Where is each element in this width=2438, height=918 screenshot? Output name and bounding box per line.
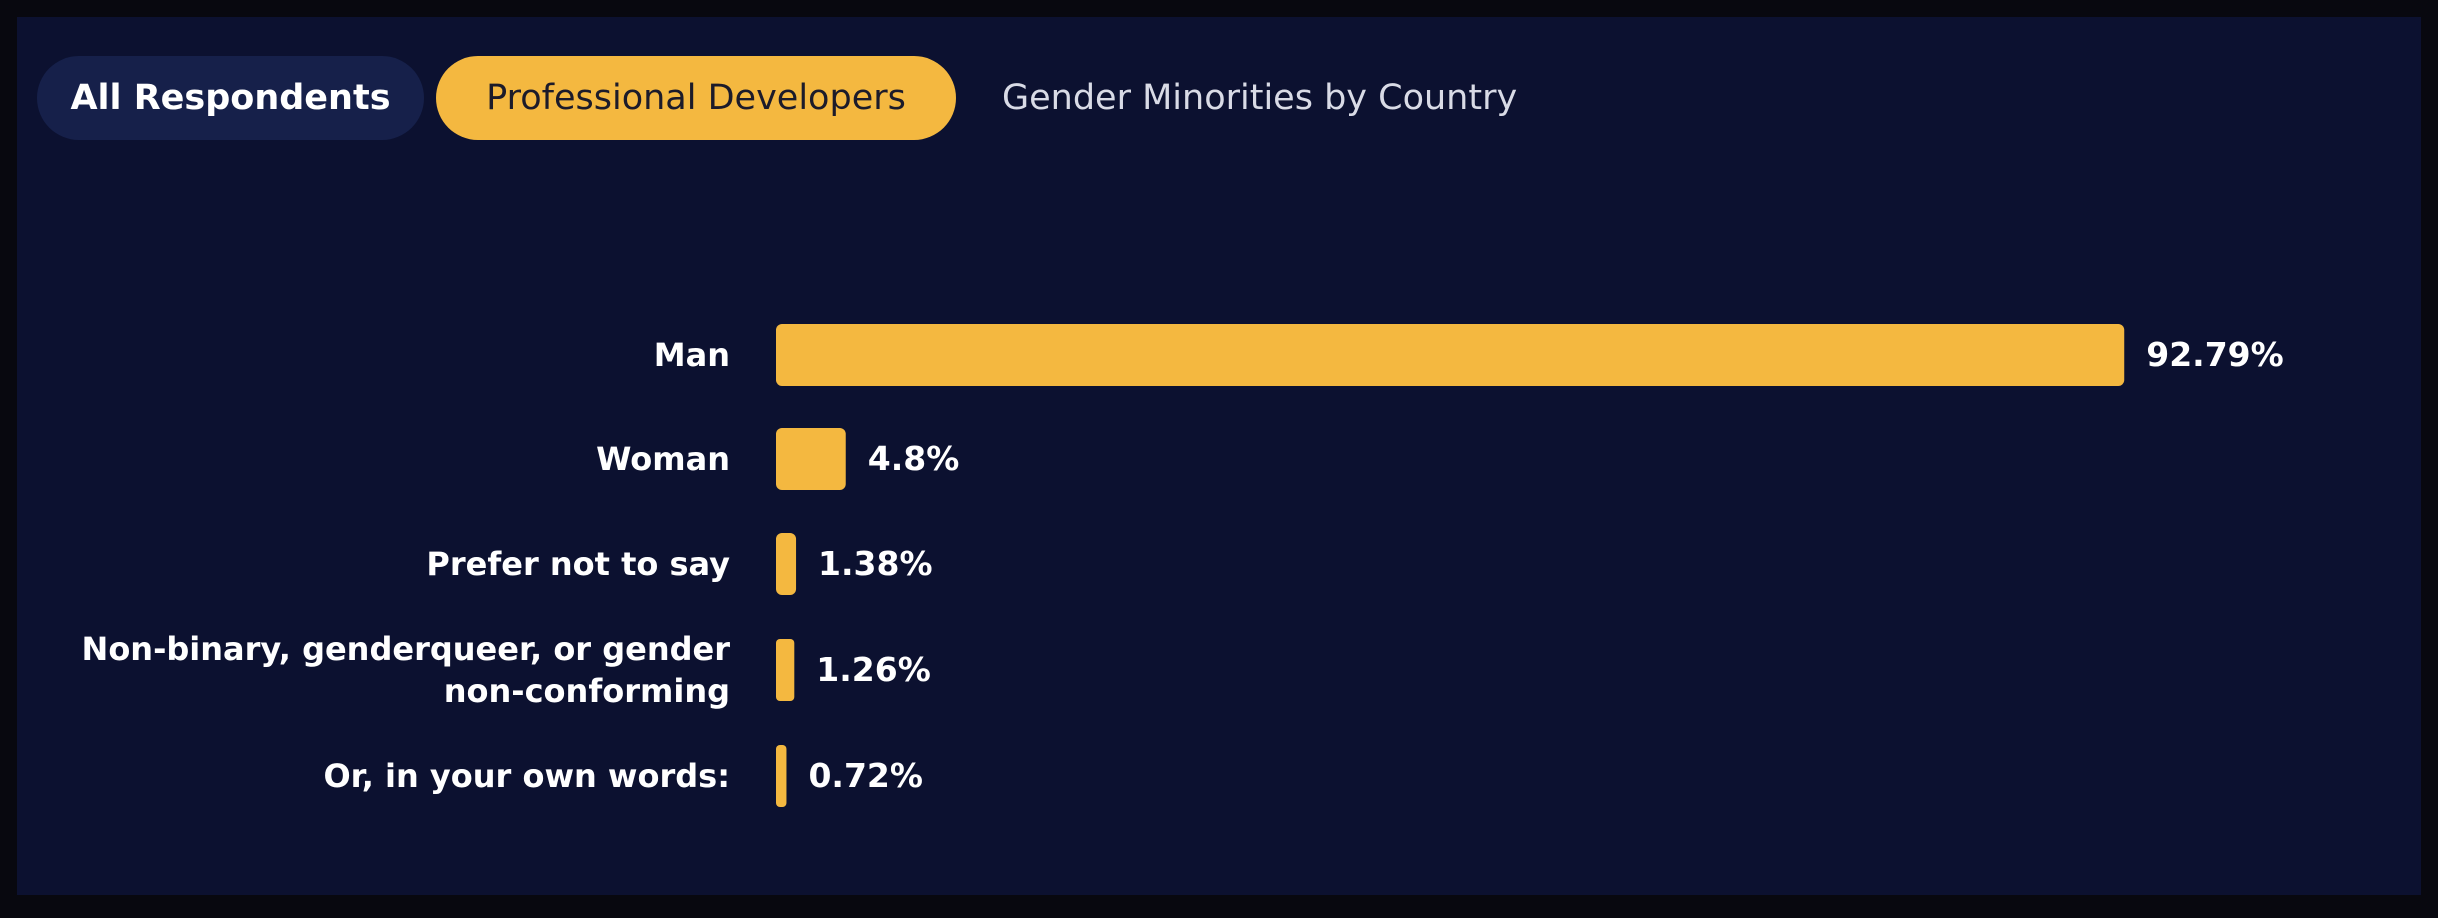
category-label-line: Woman <box>596 440 730 478</box>
category-label: Prefer not to say <box>30 543 730 585</box>
category-label: Or, in your own words: <box>30 755 730 797</box>
tab-all-respondents[interactable]: All Respondents <box>37 56 424 140</box>
value-label: 1.26% <box>816 650 931 689</box>
value-label: 1.38% <box>818 544 933 583</box>
category-label-line: non-conforming <box>443 672 730 710</box>
bar-0 <box>776 324 2125 386</box>
category-label-line: Man <box>653 336 730 374</box>
value-label: 0.72% <box>808 756 923 795</box>
category-label-line: Non-binary, genderqueer, or gender <box>81 630 730 668</box>
category-label: Non-binary, genderqueer, or gender non-co… <box>30 628 730 712</box>
tab-gender-minorities-by-country[interactable]: Gender Minorities by Country <box>1002 78 1518 118</box>
bar-3 <box>776 639 795 701</box>
tab-professional-developers[interactable]: Professional Developers <box>436 56 956 140</box>
category-label: Man <box>30 334 730 376</box>
category-label: Woman <box>30 438 730 480</box>
bar-chart: Man 92.79% Woman 4.8% Prefer not to say 1.38%… <box>17 17 2421 895</box>
category-label-line: Prefer not to say <box>426 545 730 583</box>
tab-bar: All Respondents Professional Developers … <box>37 55 1545 141</box>
value-label: 92.79% <box>2146 335 2284 374</box>
bar-1 <box>776 428 846 490</box>
bar-chart-svg <box>776 324 2125 807</box>
value-label: 4.8% <box>867 439 960 478</box>
category-label-line: Or, in your own words: <box>323 757 730 795</box>
chart-frame: All Respondents Professional Developers … <box>17 17 2421 895</box>
bar-4 <box>776 745 787 807</box>
bar-2 <box>776 533 797 595</box>
